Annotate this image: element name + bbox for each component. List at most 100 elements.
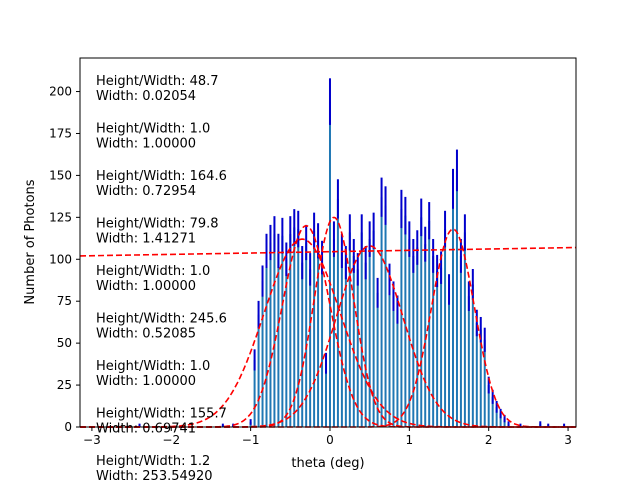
histogram-bar [420,217,423,427]
annotation-text: Width: 0.02054 [96,89,196,104]
histogram-bar [479,329,482,427]
histogram-bar [392,296,395,427]
annotation-text: Width: 253.54920 [96,469,213,480]
histogram-bar [475,323,478,427]
x-tick-label: −2 [162,433,180,447]
histogram-bar [412,255,415,427]
histogram-bar [436,271,439,427]
annotation-text: Width: 1.00000 [96,279,196,294]
x-tick-label: −1 [242,433,260,447]
y-tick-label: 0 [64,420,72,434]
histogram-bar [269,242,272,427]
annotation-text: Width: 1.00000 [96,374,196,389]
histogram-bar [265,250,268,427]
y-tick-label: 25 [57,378,72,392]
annotation-text: Height/Width: 155.7 [96,407,227,422]
histogram-bar [440,267,443,427]
y-tick-label: 150 [49,168,72,182]
histogram-bar [273,234,276,427]
histogram-bar [313,230,316,427]
annotation-text: Width: 1.00000 [96,137,196,152]
histogram-bar [471,284,474,427]
histogram-bar [348,232,351,427]
histogram-bar [285,259,288,427]
histogram-bar [416,247,419,427]
histogram-bar [253,359,256,427]
y-axis-label: Number of Photons [23,179,38,304]
plot-frame [79,57,577,428]
fit-curve [79,246,577,257]
histogram-bar [321,257,324,427]
histogram-bar [305,242,308,427]
histogram-bar [309,269,312,427]
histogram-bar [376,292,379,427]
x-tick-label: −3 [83,433,101,447]
annotation-text: Height/Width: 1.0 [96,264,210,279]
annotation-text: Height/Width: 245.6 [96,312,227,327]
histogram-bar [360,232,363,427]
histogram-bar [257,314,260,427]
histogram-bar [277,250,280,427]
histogram-bar [483,339,486,427]
histogram-bar [495,406,498,427]
histogram-bar [452,188,454,427]
histogram-bar [444,229,447,427]
histogram-bar [467,296,470,427]
histogram-bar [396,309,399,427]
histogram-bar [332,239,335,427]
annotation-text: Height/Width: 1.0 [96,359,210,374]
x-tick-label: 3 [564,433,572,447]
histogram-bar [499,413,502,427]
histogram-bar [448,289,451,427]
histogram-bar [424,244,427,427]
histogram-bar [372,230,375,427]
annotation-text: Height/Width: 1.2 [96,454,210,469]
y-tick-label: 100 [49,252,72,266]
annotation-text: Width: 0.52085 [96,327,196,342]
histogram-bar [400,208,403,427]
annotation-text: Height/Width: 164.6 [96,169,227,184]
x-ticks: −3 −2 −1 0 1 2 3 [83,427,572,447]
histogram-bar [404,215,407,427]
histogram-bar [384,205,387,427]
y-tick-label: 125 [49,210,72,224]
histogram-bar [487,385,490,427]
histogram-bar [289,234,292,427]
x-axis-label: theta (deg) [291,456,364,471]
y-tick-label: 175 [49,126,72,140]
histogram-bar [325,363,328,427]
histogram-bar [491,396,494,427]
annotation-text: Height/Width: 1.0 [96,122,210,137]
x-tick-label: 0 [326,433,334,447]
histogram-bar [297,229,300,427]
histogram-bar [352,255,355,427]
annotation-text: Width: 0.72954 [96,184,196,199]
histogram-bar [459,255,462,427]
histogram-bar [388,279,391,427]
y-tick-label: 50 [57,336,72,350]
histogram-bar [261,281,264,427]
annotation-text: Width: 0.69741 [96,422,196,437]
histogram-bar [281,235,284,427]
histogram-bar [503,418,506,427]
histogram-bar [380,197,383,427]
histogram-bar [317,240,320,427]
histogram-bar [293,227,296,427]
histogram-bar [455,170,458,428]
y-tick-label: 200 [49,85,72,99]
histogram-bar [340,250,343,427]
y-tick-label: 75 [57,294,72,308]
histogram-bar [463,232,466,427]
histogram-bar [344,262,347,427]
histogram-bar [408,239,411,427]
annotation-text: Height/Width: 79.8 [96,217,219,232]
annotation-text: Width: 1.41271 [96,232,196,247]
annotation-text: Height/Width: 48.7 [96,74,219,89]
y-ticks: 0 25 50 75 100 125 150 175 200 [49,85,80,434]
histogram-bar [364,262,367,427]
histogram-bar [356,269,359,427]
histogram-bar [428,220,431,427]
histogram-bar [368,239,371,427]
